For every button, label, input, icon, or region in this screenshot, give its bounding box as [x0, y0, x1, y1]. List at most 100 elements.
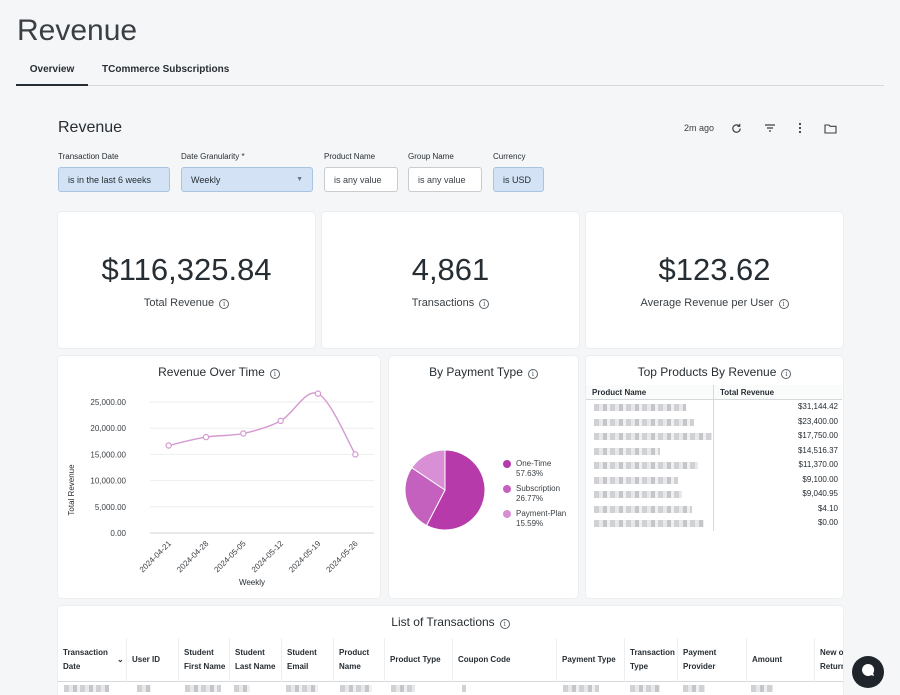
column-header-transaction-date[interactable]: Transaction Date ⌄	[58, 638, 127, 682]
legend-value: 26.77%	[516, 494, 544, 503]
pie-slice[interactable]	[425, 449, 486, 531]
revenue-over-time-card: Revenue Over Time i 0.00 5,000.00 10,000.00…	[58, 356, 380, 598]
column-header-user-id[interactable]: User ID	[127, 638, 179, 682]
data-point[interactable]	[352, 451, 359, 458]
table-row[interactable]: $11,370.00	[586, 458, 842, 473]
total-revenue-cell: $9,040.95	[802, 489, 838, 498]
date-granularity-select[interactable]: Weekly ▼	[181, 167, 313, 192]
more-icon[interactable]	[792, 120, 808, 136]
tab-overview[interactable]: Overview	[16, 64, 88, 86]
total-revenue-cell: $11,370.00	[798, 460, 838, 469]
legend-item-one-time: One-Time 57.63%	[503, 459, 566, 479]
payment-type-pie-chart	[404, 449, 486, 531]
filter-label: Product Name	[324, 152, 376, 161]
last-updated: 2m ago	[683, 123, 714, 133]
filter-group-name: Group Name is any value	[408, 152, 482, 192]
kpi-total-revenue: $116,325.84 Total Revenue i	[58, 212, 315, 348]
chevron-down-icon: ▼	[296, 176, 303, 183]
pie-slice[interactable]	[404, 467, 446, 527]
table-body: $31,144.42 $23,400.00 $17,750.00 $14,516.37…	[586, 400, 842, 531]
info-icon[interactable]: i	[527, 369, 538, 379]
kpi-value: $123.62	[658, 252, 771, 287]
transactions-title: List of Transactions	[391, 615, 495, 629]
filter-date-granularity: Date Granularity * Weekly ▼	[181, 152, 313, 192]
kpi-label: Transactions	[411, 297, 475, 309]
filter-transaction-date: Transaction Date is in the last 6 weeks	[58, 152, 170, 192]
legend-value: 57.63%	[516, 469, 544, 478]
column-header-transaction-type[interactable]: Transaction Type	[625, 638, 678, 682]
folder-icon[interactable]	[822, 120, 838, 136]
legend-item-subscription: Subscription 26.77%	[503, 484, 566, 504]
y-tick-label: 15,000.00	[90, 450, 126, 459]
column-header-student-email[interactable]: Student Email	[282, 638, 334, 682]
pie-legend: One-Time 57.63% Subscription 26.77% Paymen…	[503, 459, 566, 534]
legend-name: Payment-Plan	[516, 509, 567, 518]
pie-slice[interactable]	[411, 449, 446, 491]
legend-dot	[503, 510, 511, 518]
chat-icon	[860, 662, 876, 683]
table-row[interactable]: $9,040.95	[586, 487, 842, 502]
kpi-label-wrap: Transactions i	[322, 297, 579, 309]
product-name-filter-button[interactable]: is any value	[324, 167, 398, 192]
info-icon[interactable]: i	[499, 619, 510, 629]
refresh-icon[interactable]	[728, 120, 744, 136]
column-header-student-last-name[interactable]: Student Last Name	[230, 638, 282, 682]
group-name-filter-button[interactable]: is any value	[408, 167, 482, 192]
kpi-label: Average Revenue per User	[640, 297, 774, 309]
chevron-down-icon[interactable]: ⌄	[117, 655, 124, 664]
table-row[interactable]: $17,750.00	[586, 429, 842, 444]
data-point[interactable]	[165, 442, 172, 449]
y-tick-label: 20,000.00	[90, 424, 126, 433]
data-point[interactable]	[240, 430, 247, 437]
filter-icon[interactable]	[762, 120, 778, 136]
table-row[interactable]: $14,516.37	[586, 443, 842, 458]
top-products-card: Top Products By Revenue i Product Name To…	[586, 356, 843, 598]
table-row[interactable]: $4.10	[586, 501, 842, 516]
dashboard-title: Revenue	[58, 119, 123, 136]
column-header-new-or-returning[interactable]: New or Returning	[820, 648, 843, 671]
info-icon[interactable]: i	[219, 299, 230, 309]
column-header-product-name[interactable]: Product Name	[586, 385, 714, 399]
table-row[interactable]: $9,100.00	[586, 472, 842, 487]
x-axis-label: Weekly	[239, 578, 265, 587]
kpi-average-revenue-per-user: $123.62 Average Revenue per User i	[586, 212, 843, 348]
table-row[interactable]	[58, 683, 843, 693]
data-point[interactable]	[277, 417, 284, 425]
column-header-amount[interactable]: Amount	[747, 638, 815, 682]
x-tick-label: 2024-04-21	[138, 539, 174, 575]
info-icon[interactable]: i	[479, 299, 490, 309]
table-header: Product Name Total Revenue	[586, 385, 842, 400]
column-header-payment-type[interactable]: Payment Type	[557, 638, 625, 682]
currency-filter-button[interactable]: is USD	[493, 167, 544, 192]
filter-label: Date Granularity *	[181, 152, 245, 161]
chart-title: Revenue Over Time	[158, 365, 265, 379]
table-row[interactable]: $23,400.00	[586, 414, 842, 429]
chart-title-wrap: Revenue Over Time i	[58, 365, 380, 379]
chart-title: Top Products By Revenue	[637, 365, 777, 379]
chat-button[interactable]	[852, 656, 884, 688]
legend-name: Subscription	[516, 484, 561, 493]
kpi-value: 4,861	[411, 252, 490, 287]
product-name-cell	[586, 443, 714, 458]
column-header-product-type[interactable]: Product Type	[385, 638, 453, 682]
table-row[interactable]: $0.00	[586, 516, 842, 531]
kpi-value: $116,325.84	[101, 252, 272, 287]
x-tick-label: 2024-05-19	[287, 539, 323, 575]
info-icon[interactable]: i	[778, 299, 789, 309]
legend-dot	[503, 485, 511, 493]
product-name-cell	[586, 472, 714, 487]
x-tick-label: 2024-05-26	[324, 539, 360, 575]
column-header-coupon-code[interactable]: Coupon Code	[453, 638, 557, 682]
column-header-payment-provider[interactable]: Payment Provider	[678, 638, 747, 682]
info-icon[interactable]: i	[781, 369, 792, 379]
column-header-student-first-name[interactable]: Student First Name	[179, 638, 230, 682]
transactions-table-header: Transaction Date ⌄ User ID Student First …	[58, 638, 843, 682]
data-point[interactable]	[202, 433, 210, 441]
tab-tcommerce-subscriptions[interactable]: TCommerce Subscriptions	[102, 64, 230, 75]
transaction-date-filter-button[interactable]: is in the last 6 weeks	[58, 167, 170, 192]
data-point[interactable]	[314, 390, 322, 397]
table-row[interactable]: $31,144.42	[586, 400, 842, 415]
column-header-total-revenue[interactable]: Total Revenue	[720, 388, 775, 397]
column-header-product-name[interactable]: Product Name	[334, 638, 385, 682]
info-icon[interactable]: i	[269, 369, 280, 379]
